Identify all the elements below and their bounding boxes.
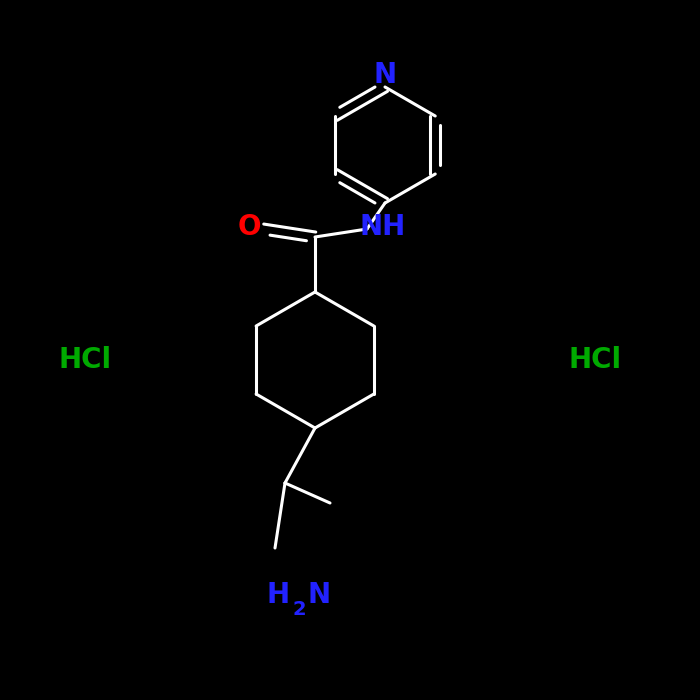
Text: HCl: HCl: [568, 346, 622, 374]
Text: N: N: [373, 61, 397, 89]
Text: N: N: [308, 581, 331, 609]
Text: O: O: [237, 213, 260, 241]
Text: 2: 2: [293, 600, 307, 619]
Text: H: H: [267, 581, 290, 609]
Text: HCl: HCl: [58, 346, 111, 374]
Text: NH: NH: [360, 213, 406, 241]
